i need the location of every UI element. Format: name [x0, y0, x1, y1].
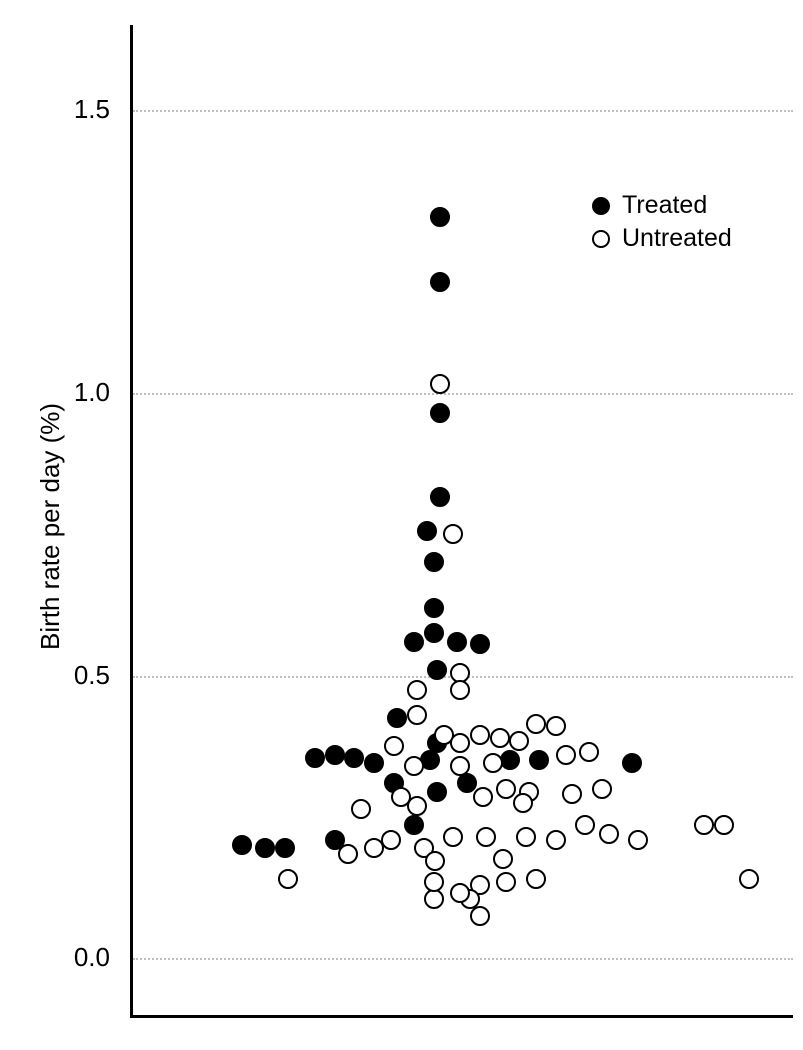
y-axis-label: Birth rate per day (%): [35, 403, 66, 650]
data-point: [387, 708, 407, 728]
data-point: [443, 827, 463, 847]
data-point: [579, 742, 599, 762]
legend-label: Treated: [622, 191, 707, 220]
data-point: [493, 849, 513, 869]
data-point: [384, 736, 404, 756]
legend-label: Untreated: [622, 224, 732, 253]
data-point: [255, 838, 275, 858]
data-point: [496, 779, 516, 799]
data-point: [407, 680, 427, 700]
y-tick-label: 1.5: [60, 94, 110, 125]
data-point: [344, 748, 364, 768]
data-point: [407, 705, 427, 725]
data-point: [430, 207, 450, 227]
data-point: [546, 716, 566, 736]
legend-marker-icon: [592, 230, 610, 248]
data-point: [424, 889, 444, 909]
legend-item: Untreated: [592, 224, 732, 253]
data-point: [430, 272, 450, 292]
data-point: [275, 838, 295, 858]
data-point: [526, 869, 546, 889]
data-point: [739, 869, 759, 889]
legend-marker-icon: [592, 197, 610, 215]
data-point: [404, 756, 424, 776]
data-point: [443, 524, 463, 544]
y-axis: [130, 25, 133, 1015]
data-point: [447, 632, 467, 652]
data-point: [278, 869, 298, 889]
data-point: [417, 521, 437, 541]
data-point: [450, 733, 470, 753]
chart-container: 0.0 0.5 1.0 1.5 Birth rate per day (%) Treate…: [0, 0, 803, 1050]
data-point: [364, 753, 384, 773]
data-point: [714, 815, 734, 835]
data-point: [427, 660, 447, 680]
data-point: [473, 787, 493, 807]
y-tick-label: 1.0: [60, 377, 110, 408]
data-point: [516, 827, 536, 847]
data-point: [490, 728, 510, 748]
data-point: [450, 680, 470, 700]
data-point: [575, 815, 595, 835]
data-point: [364, 838, 384, 858]
data-point: [529, 750, 549, 770]
data-point: [391, 787, 411, 807]
data-point: [628, 830, 648, 850]
data-point: [427, 782, 447, 802]
grid-line: [133, 110, 793, 112]
data-point: [470, 634, 490, 654]
data-point: [599, 824, 619, 844]
data-point: [546, 830, 566, 850]
data-point: [338, 844, 358, 864]
data-point: [457, 773, 477, 793]
data-point: [470, 725, 490, 745]
data-point: [325, 745, 345, 765]
data-point: [694, 815, 714, 835]
data-point: [305, 748, 325, 768]
data-point: [556, 745, 576, 765]
y-tick-label: 0.5: [60, 660, 110, 691]
data-point: [509, 731, 529, 751]
data-point: [592, 779, 612, 799]
data-point: [404, 815, 424, 835]
data-point: [562, 784, 582, 804]
data-point: [430, 487, 450, 507]
data-point: [450, 756, 470, 776]
data-point: [483, 753, 503, 773]
data-point: [430, 403, 450, 423]
data-point: [424, 552, 444, 572]
data-point: [424, 872, 444, 892]
data-point: [430, 374, 450, 394]
data-point: [424, 623, 444, 643]
grid-line: [133, 958, 793, 960]
data-point: [622, 753, 642, 773]
legend: Treated Untreated: [592, 191, 732, 257]
x-axis: [130, 1015, 793, 1018]
legend-item: Treated: [592, 191, 732, 220]
data-point: [476, 827, 496, 847]
data-point: [425, 851, 445, 871]
data-point: [404, 632, 424, 652]
data-point: [470, 906, 490, 926]
data-point: [351, 799, 371, 819]
y-tick-label: 0.0: [60, 942, 110, 973]
data-point: [232, 835, 252, 855]
grid-line: [133, 393, 793, 395]
data-point: [526, 714, 546, 734]
data-point: [513, 793, 533, 813]
data-point: [496, 872, 516, 892]
data-point: [424, 598, 444, 618]
